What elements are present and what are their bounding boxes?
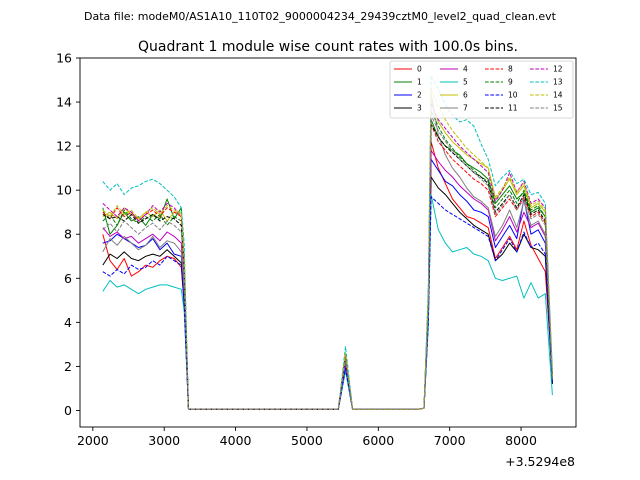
- legend-label-12: 12: [553, 65, 563, 74]
- y-tick-label: 16: [56, 51, 72, 66]
- plot-area-frame: [79, 57, 577, 428]
- x-tick-label: 2000: [77, 433, 109, 448]
- x-tick-label: 5000: [291, 433, 323, 448]
- y-tick-label: 14: [56, 95, 72, 110]
- legend-label-9: 9: [508, 78, 513, 87]
- legend-label-1: 1: [417, 78, 422, 87]
- y-tick-label: 2: [64, 359, 72, 374]
- legend-box: [389, 60, 574, 119]
- legend-label-8: 8: [508, 65, 513, 74]
- y-tick-label: 8: [64, 227, 72, 242]
- x-tick-label: 8000: [505, 433, 537, 448]
- x-tick-label: 4000: [220, 433, 252, 448]
- legend-label-0: 0: [417, 65, 422, 74]
- series-line-15: [102, 114, 553, 410]
- y-tick-label: 12: [56, 139, 72, 154]
- y-tick-label: 6: [64, 271, 72, 286]
- figure-suptitle: Data file: modeM0/AS1A10_110T02_90000042…: [84, 10, 557, 23]
- series-line-14: [102, 88, 553, 410]
- legend-label-6: 6: [463, 91, 468, 100]
- series-line-12: [102, 103, 553, 410]
- x-axis-ticks: 2000 3000 4000 5000 6000 7000 8000: [77, 427, 537, 448]
- x-tick-label: 6000: [362, 433, 394, 448]
- legend-label-3: 3: [417, 104, 422, 113]
- y-axis-ticks: 0 2 4 6 8 10 12 14 16: [56, 51, 80, 418]
- y-tick-label: 10: [56, 183, 72, 198]
- legend-label-11: 11: [508, 104, 518, 113]
- legend-label-13: 13: [553, 78, 563, 87]
- x-tick-label: 7000: [434, 433, 466, 448]
- y-tick-label: 4: [64, 315, 72, 330]
- legend-label-2: 2: [417, 91, 422, 100]
- legend-label-4: 4: [463, 65, 468, 74]
- y-tick-label: 0: [64, 403, 72, 418]
- legend-label-14: 14: [553, 91, 563, 100]
- x-tick-label: 3000: [148, 433, 180, 448]
- x-axis-offset-label: +3.5294e8: [505, 454, 575, 469]
- legend-label-7: 7: [463, 104, 468, 113]
- chart-title: Quadrant 1 module wise count rates with …: [138, 39, 518, 55]
- series-layer: [102, 75, 553, 410]
- legend-label-5: 5: [463, 78, 468, 87]
- series-line-13: [102, 75, 553, 410]
- legend-label-10: 10: [508, 91, 518, 100]
- legend-label-15: 15: [553, 104, 563, 113]
